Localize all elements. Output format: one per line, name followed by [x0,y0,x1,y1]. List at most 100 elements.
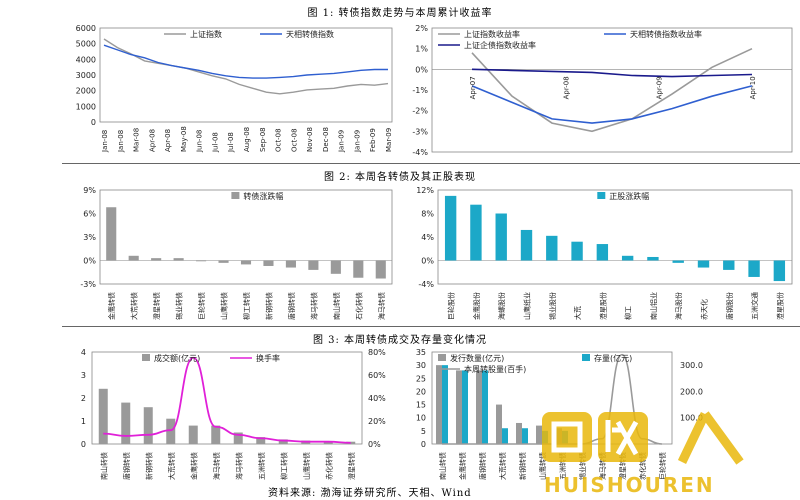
watermark-logo: HUISHOUREN [542,411,744,497]
y-tick-label: 0 [81,440,86,449]
x-tick-label: 南山转债 [99,452,108,480]
x-tick-label: 海马转债 [234,452,243,480]
series-line-1 [471,85,753,124]
plot-frame [437,189,793,285]
legend-item-swatch [142,354,150,361]
source-note: 资料来源: 渤海证券研究所、天相、Wind [268,488,472,499]
bar [522,428,528,444]
bar [723,260,735,270]
y-tick-label: 3000 [76,71,96,80]
bar [263,260,274,266]
x-tick-label: 新钢转债 [518,452,527,480]
bar [323,441,333,444]
bar [456,370,462,444]
legend-item: 天相转债指数 [286,29,334,39]
x-tick-label: 金鹰股份 [472,292,481,320]
x-tick-label: 海螺股份 [497,292,506,320]
bar [196,260,207,262]
legend-item: 上证指数 [190,29,222,39]
series-line-2 [471,68,753,78]
y2-tick-label: 60% [368,371,386,380]
bar [218,260,229,263]
x-tick-label: 金鹰转债 [107,292,116,320]
chart-turnover: 012340%20%40%60%80%南山转债 唐钢转债 新钢转债 大荒转债 金鹰转债海… [81,348,386,480]
y-tick-label: 1000 [76,102,96,111]
bar [495,213,507,261]
x-tick-label: 巨轮转债 [658,452,667,480]
chart-weekly-return: -4% -3% -2% -1% 0% 1% 2% Apr-07 Apr-08 Apr-09 Apr-… [412,24,793,157]
x-tick-label: 柳工 [624,306,633,320]
y2-tick-label: 80% [368,348,386,357]
x-tick-label: 巨轮股份 [447,292,456,320]
x-tick-label: Mar-09 [385,128,393,152]
y-tick-label: 2 [81,394,86,403]
x-tick-label: 柳工转债 [242,292,251,320]
x-tick-label: Jan-09 [338,130,346,153]
y-tick-label: -3% [412,127,428,136]
bar [121,402,131,444]
series-line-1 [103,44,388,79]
chart-stock-change: -4% 0% 4% 8% 12% 巨轮股份 金鹰股份 海螺股份 山鹰纸业 锡业股份 大荒 澄星股份 柳工… [416,186,793,320]
y-tick-label: 0% [415,65,428,74]
bar [151,258,162,261]
chart-index-trend: 0 1000 2000 3000 4000 5000 6000 Jan-08 Jan-08 Mar… [76,24,393,153]
x-tick-label: 新钢转债 [264,292,273,320]
x-tick-label: 大荒转债 [167,452,176,480]
y-tick-label: -4% [412,148,428,157]
x-tick-label: May-08 [180,126,188,152]
x-tick-label: 南山铝业 [649,292,658,320]
y-tick-label: 2000 [76,87,96,96]
x-tick-label: Apr-08 [562,76,570,99]
legend-item: 转债涨跌幅 [243,191,283,201]
y-tick-label: 15 [416,401,426,410]
x-tick-label: 唐钢转债 [478,452,487,480]
bar [476,370,482,444]
bar [596,244,609,261]
x-tick-label: Apr-08 [148,129,156,152]
bar [520,229,533,261]
bar [106,207,117,261]
y-tick-label: 30 [416,361,426,370]
x-tick-label: Jan-08 [101,130,109,153]
x-tick-label: Jul-08 [227,132,235,153]
y2-tick-label: 100.0 [680,414,703,423]
y-tick-label: -2% [412,107,428,116]
x-tick-label: 澄星股份 [775,292,784,320]
x-tick-label: 唐钢转债 [122,452,131,480]
x-tick-label: 大荒转债 [498,452,507,480]
x-tick-label: 澄星股份 [598,292,607,320]
x-tick-label: 五洲转债 [257,452,266,480]
bar [98,388,108,444]
y-tick-label: 6% [83,210,96,219]
y-tick-label: 5000 [76,40,96,49]
bar [188,425,198,444]
y-tick-label: 25 [416,374,426,383]
y-tick-label: 3 [81,371,86,380]
series-line-0 [471,47,753,133]
bar [285,260,296,268]
bar [128,255,139,261]
x-tick-label: Jan-08 [117,130,125,153]
bar [240,260,252,265]
bar [672,260,684,263]
legend-item-swatch [582,354,590,361]
bar [353,260,364,278]
x-tick-label: 赤化转债 [324,452,333,480]
y2-tick-label: 200.0 [680,387,703,396]
y-tick-label: 0% [83,257,96,266]
x-tick-label: 南山转债 [332,292,341,320]
divider [62,326,800,327]
legend-item-swatch [438,354,446,361]
bar [436,365,442,444]
chart-bond-change: -3% 0% 3% 6% 9% 金鹰转债 大荒转债 澄星转债 锡业转债 巨轮转债 山鹰转债 柳工转债 新… [80,186,393,320]
bar [173,258,184,261]
legend-item: 上证指数收益率 [464,29,520,39]
x-tick-label: 新钢转债 [144,452,153,480]
y-tick-label: 2% [415,24,428,33]
x-tick-label: 五洲交通 [750,292,759,320]
x-tick-label: Apr-08 [164,129,172,152]
x-tick-label: 海马股份 [674,292,683,320]
legend-item: 存量(亿元) [594,353,632,363]
bar [256,437,266,444]
series-line-0 [103,38,389,95]
